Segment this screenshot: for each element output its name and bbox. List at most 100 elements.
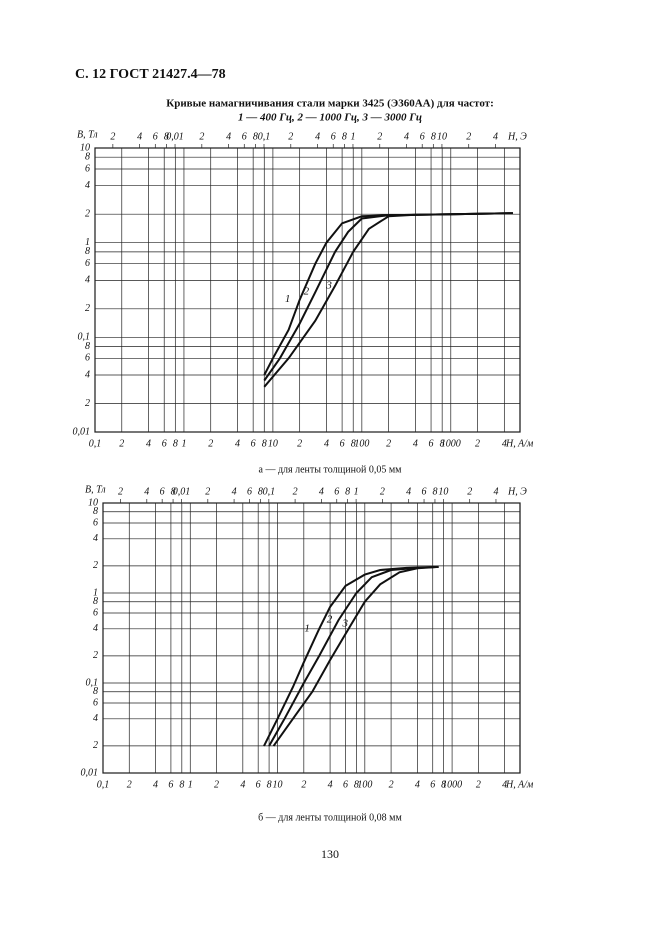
- y-tick-label: 0,01: [73, 426, 91, 437]
- y-tick-label: 8: [93, 506, 98, 517]
- title: Кривые намагничивания стали марки 3425 (…: [166, 98, 494, 110]
- x-tick-label: 8: [267, 779, 272, 790]
- x-tick-label: 6: [162, 438, 167, 449]
- x2-tick-label: 4: [232, 486, 237, 497]
- x2-tick-label: 0,1: [258, 131, 271, 142]
- x2-tick-label: 8: [345, 486, 350, 497]
- x-tick-label: 100: [357, 779, 372, 790]
- series-label: 1: [285, 293, 291, 305]
- x-tick-label: 2: [208, 438, 213, 449]
- y-tick-label: 6: [85, 258, 90, 269]
- y-tick-label: 0,1: [86, 677, 99, 688]
- y-tick-label: 8: [93, 686, 98, 697]
- x2-tick-label: 2: [380, 486, 385, 497]
- x-tick-label: 0,1: [89, 438, 102, 449]
- x-tick-label: 6: [429, 438, 434, 449]
- x2-tick-label: 4: [406, 486, 411, 497]
- y-tick-label: 4: [93, 623, 98, 634]
- x-tick-label: 10: [268, 438, 278, 449]
- x2-tick-label: 8: [342, 131, 347, 142]
- x-tick-label: 4: [146, 438, 151, 449]
- x2-tick-label: 1: [354, 486, 359, 497]
- x-tick-label: 4: [415, 779, 420, 790]
- x-axis-label: H, A/м: [505, 438, 534, 449]
- y-tick-label: 8: [85, 341, 90, 352]
- x2-tick-label: 0,01: [173, 486, 191, 497]
- x2-tick-label: 8: [164, 131, 169, 142]
- x-tick-label: 4: [502, 779, 507, 790]
- y-tick-label: 2: [93, 740, 98, 751]
- x2-tick-label: 8: [431, 131, 436, 142]
- x-tick-label: 4: [413, 438, 418, 449]
- page-header: С. 12 ГОСТ 21427.4—78: [75, 67, 226, 82]
- x2-tick-label: 1: [350, 131, 355, 142]
- x2-tick-label: 2: [377, 131, 382, 142]
- y-tick-label: 10: [80, 142, 90, 153]
- x-tick-label: 2: [386, 438, 391, 449]
- x-tick-label: 6: [430, 779, 435, 790]
- series-label: 1: [304, 622, 310, 634]
- x-tick-label: 8: [262, 438, 267, 449]
- y-tick-label: 4: [85, 180, 90, 191]
- x-tick-label: 8: [173, 438, 178, 449]
- series-label: 2: [327, 614, 333, 626]
- x-tick-label: 0,1: [97, 779, 110, 790]
- y-tick-label: 6: [93, 607, 98, 618]
- x2-tick-label: 4: [137, 131, 142, 142]
- y-tick-label: 0,1: [78, 332, 91, 343]
- x-tick-label: 1: [181, 438, 186, 449]
- x-tick-label: 2: [119, 438, 124, 449]
- x2-tick-label: 8: [171, 486, 176, 497]
- series-label: 3: [325, 279, 332, 291]
- x2-tick-label: 6: [160, 486, 165, 497]
- y-tick-label: 4: [85, 369, 90, 380]
- x-tick-label: 6: [168, 779, 173, 790]
- x-tick-label: 4: [324, 438, 329, 449]
- y-axis-label: B, Тл: [77, 129, 98, 140]
- y-tick-label: 6: [93, 517, 98, 528]
- x-tick-label: 2: [301, 779, 306, 790]
- x-tick-label: 4: [153, 779, 158, 790]
- x-tick-label: 2: [475, 438, 480, 449]
- y-tick-label: 8: [93, 596, 98, 607]
- x2-tick-label: 0,1: [263, 486, 276, 497]
- y-tick-label: 2: [85, 303, 90, 314]
- x-tick-label: 8: [441, 779, 446, 790]
- x-tick-label: 4: [240, 779, 245, 790]
- x-tick-label: 2: [214, 779, 219, 790]
- x-tick-label: 2: [476, 779, 481, 790]
- x-tick-label: 8: [179, 779, 184, 790]
- x2-tick-label: 4: [493, 131, 498, 142]
- x-tick-label: 4: [502, 438, 507, 449]
- y-tick-label: 6: [93, 697, 98, 708]
- x-tick-label: 8: [354, 779, 359, 790]
- x-tick-label: 6: [251, 438, 256, 449]
- y-tick-label: 1: [85, 237, 90, 248]
- y-tick-label: 6: [85, 353, 90, 364]
- y-tick-label: 0,01: [81, 767, 99, 778]
- x2-tick-label: 6: [422, 486, 427, 497]
- x-tick-label: 1000: [442, 779, 462, 790]
- x2-tick-label: 4: [144, 486, 149, 497]
- y-tick-label: 8: [85, 151, 90, 162]
- plot-frame: [102, 502, 521, 774]
- x2-axis-label: H, Э: [507, 486, 527, 497]
- x2-tick-label: 2: [199, 131, 204, 142]
- x-tick-label: 6: [256, 779, 261, 790]
- x-tick-label: 100: [354, 438, 369, 449]
- y-tick-label: 4: [93, 533, 98, 544]
- caption: а — для ленты толщиной 0,05 мм: [259, 464, 403, 475]
- x2-tick-label: 6: [247, 486, 252, 497]
- x2-tick-label: 4: [404, 131, 409, 142]
- x-tick-label: 2: [389, 779, 394, 790]
- y-tick-label: 2: [93, 560, 98, 571]
- x-tick-label: 8: [440, 438, 445, 449]
- series-label: 3: [342, 618, 349, 630]
- x2-tick-label: 6: [420, 131, 425, 142]
- x-tick-label: 6: [343, 779, 348, 790]
- y-tick-label: 1: [93, 587, 98, 598]
- x2-tick-label: 2: [110, 131, 115, 142]
- x-tick-label: 6: [340, 438, 345, 449]
- title: 1 — 400 Гц, 2 — 1000 Гц, 3 — 3000 Гц: [238, 112, 422, 124]
